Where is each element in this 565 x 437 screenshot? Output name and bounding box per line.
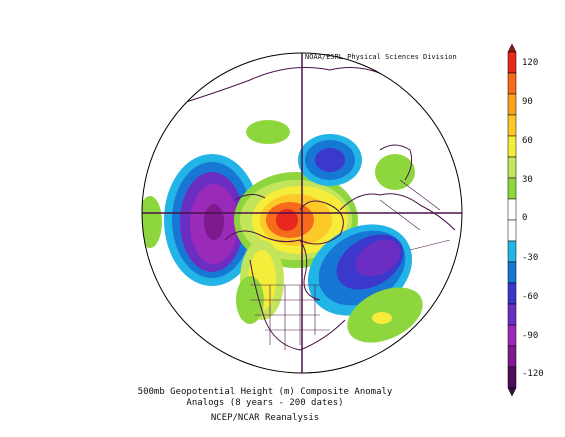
colorbar-min-arrow [507,387,517,397]
colorbar-swatch [507,261,517,284]
credit-label: NOAA/ESRL Physical Sciences Division [305,53,457,61]
caption-subtitle: Analogs (8 years - 200 dates) [186,398,344,408]
colorbar-swatch [507,93,517,116]
colorbar-swatch [507,198,517,221]
colorbar-swatch [507,282,517,305]
colorbar [507,43,517,397]
colorbar-tick-label: 30 [522,175,533,185]
colorbar-tick-label: -30 [522,253,539,263]
colorbar-tick-label: 120 [522,58,539,68]
colorbar-swatch [507,72,517,95]
colorbar-swatch [507,114,517,137]
colorbar-swatch [507,156,517,179]
colorbar-swatch [507,303,517,326]
colorbar-swatch [507,219,517,242]
political-borders [250,179,451,350]
atlantic-ridge [347,287,423,343]
colorbar-tick-label: 60 [522,136,533,146]
siberia-low [298,134,362,186]
colorbar-tick-label: 0 [522,213,528,223]
colorbar-swatch [507,366,517,389]
caption-title: 500mb Geopotential Height (m) Composite … [137,387,393,397]
colorbar-tick-label: -60 [522,292,539,302]
pacific-west-ridge [142,196,162,248]
colorbar-tick-label: -120 [522,369,544,379]
north-pacific-low [164,154,260,286]
colorbar-tick-label: -90 [522,331,539,341]
colorbar-swatch [507,177,517,200]
colorbar-swatch [507,345,517,368]
europe-ridge [375,154,415,190]
colorbar-swatch [507,324,517,347]
anomaly-field [142,67,456,351]
colorbar-swatch [507,240,517,263]
arctic-ridge [246,120,290,144]
colorbar-tick-label: 90 [522,97,533,107]
colorbar-swatch [507,51,517,74]
caption-source: NCEP/NCAR Reanalysis [210,413,320,423]
colorbar-swatch [507,135,517,158]
colorbar-max-arrow [507,43,517,53]
